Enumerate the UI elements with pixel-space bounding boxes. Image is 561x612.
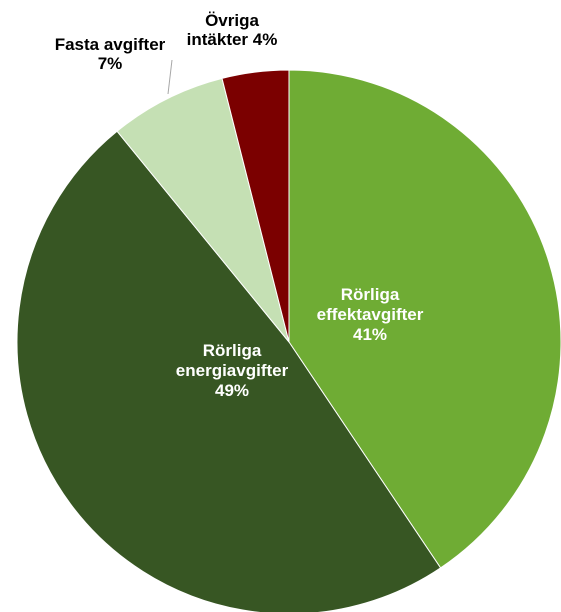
pie-labels: Rörliga effektavgifter 41%Rörliga energiavg…: [55, 11, 424, 400]
slice-rorliga-effektavgifter: [288, 69, 561, 569]
slice-fasta-avgifter: [116, 77, 290, 343]
slice-ovriga-intakter-label: Övriga intäkter 4%: [187, 11, 278, 49]
slice-rorliga-effektavgifter-label-line: Rörliga: [341, 285, 400, 304]
slice-rorliga-effektavgifter-label: Rörliga effektavgifter 41%: [317, 285, 424, 344]
slice-fasta-avgifter-label-line: Fasta avgifter: [55, 35, 166, 54]
leader-lines: [167, 59, 173, 95]
slice-rorliga-energiavgifter-label-line: energiavgifter: [176, 361, 289, 380]
slice-fasta-avgifter-leader-line: [167, 59, 173, 95]
slice-rorliga-energiavgifter-label-line: 49%: [215, 381, 249, 400]
slice-ovriga-intakter-label-line: Övriga: [205, 11, 259, 30]
slice-fasta-avgifter-label-line: 7%: [98, 54, 123, 73]
slice-rorliga-effektavgifter-label-line: effektavgifter: [317, 305, 424, 324]
slice-fasta-avgifter-label: Fasta avgifter 7%: [55, 35, 166, 73]
slice-ovriga-intakter-label-line: intäkter 4%: [187, 30, 278, 49]
slice-rorliga-effektavgifter-label-line: 41%: [353, 325, 387, 344]
slice-rorliga-energiavgifter: [16, 130, 442, 612]
pie-slices: [16, 69, 561, 612]
slice-rorliga-energiavgifter-label: Rörliga energiavgifter 49%: [176, 341, 289, 400]
slice-rorliga-energiavgifter-label-line: Rörliga: [203, 341, 262, 360]
slice-ovriga-intakter: [221, 69, 290, 343]
